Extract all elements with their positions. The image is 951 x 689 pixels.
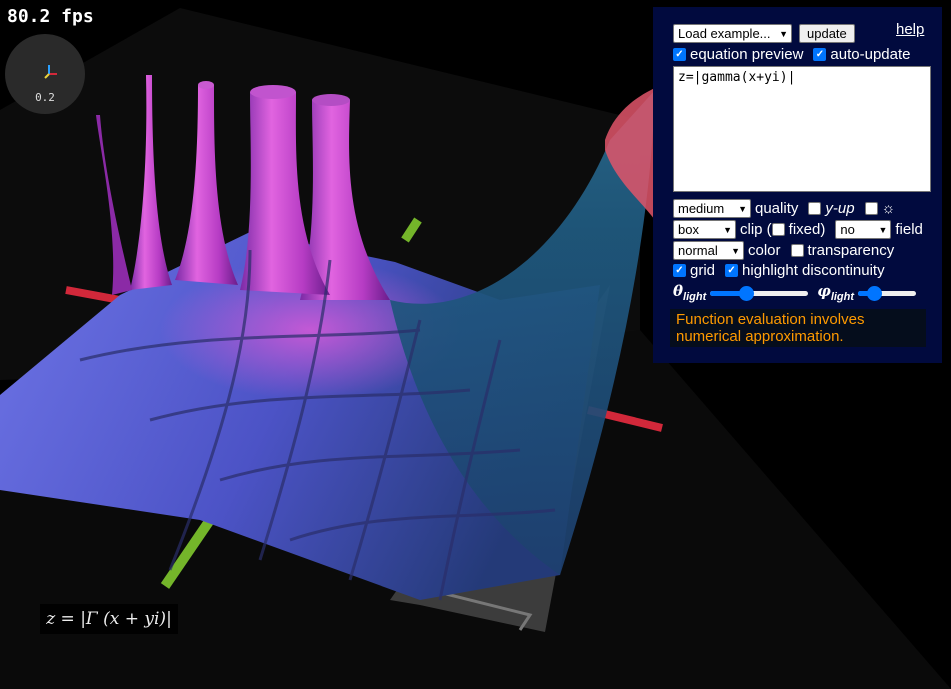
surface-grid (79, 249, 556, 601)
sun-icon: ☼ (881, 200, 896, 217)
pole-5 (96, 115, 132, 295)
pole-3 (175, 85, 238, 285)
transparency-label: transparency (807, 242, 895, 259)
phi-light-label: φlight (817, 282, 855, 303)
y-up-checkbox[interactable] (808, 202, 822, 215)
y-axis-top (401, 217, 422, 243)
auto-update-checkbox[interactable]: ✓ (813, 48, 827, 61)
floor-grid-lines (429, 588, 533, 631)
y-axis-bottom (160, 517, 215, 589)
equation-preview-checkbox[interactable]: ✓ (673, 48, 686, 61)
chevron-down-icon: ▼ (878, 224, 888, 235)
grid-checkbox[interactable]: ✓ (673, 264, 686, 277)
pole-2 (240, 92, 330, 295)
chevron-down-icon: ▼ (738, 203, 747, 214)
zoom-label: 0.2 (35, 91, 55, 104)
orientation-gizmo[interactable]: 0.2 (5, 34, 85, 114)
phi-light-slider[interactable] (858, 285, 917, 301)
example-select[interactable]: Load example... ▼ (673, 24, 792, 43)
theta-light-slider[interactable] (710, 285, 809, 301)
quality-label: quality (755, 200, 799, 217)
color-label: color (748, 242, 781, 259)
transparency-checkbox[interactable] (790, 244, 804, 257)
equation-input[interactable]: z=|gamma(x+yi)| (673, 66, 931, 192)
clip-fixed-label: fixed) (788, 221, 826, 238)
grid-label: grid (690, 262, 716, 279)
clip-fixed-checkbox[interactable] (771, 223, 785, 236)
chevron-down-icon: ▼ (779, 28, 788, 39)
clip-label: clip ( (740, 221, 772, 238)
theta-light-label: θlight (673, 282, 707, 303)
highlight-discontinuity-label: highlight discontinuity (742, 262, 885, 279)
pole-1 (300, 100, 390, 300)
status-message: Function evaluation involves numerical a… (670, 309, 926, 347)
update-button[interactable]: update (799, 24, 855, 43)
clip-select[interactable]: box ▼ (673, 220, 736, 239)
highlight-discontinuity-checkbox[interactable]: ✓ (725, 264, 739, 277)
chevron-down-icon: ▼ (723, 224, 732, 235)
equation-preview-label: equation preview (690, 46, 804, 63)
fps-counter: 80.2 fps (7, 6, 94, 27)
quality-select[interactable]: medium ▼ (673, 199, 751, 218)
auto-update-label: auto-update (830, 46, 911, 63)
field-label: field (895, 221, 923, 238)
light-checkbox[interactable] (864, 202, 878, 215)
field-select[interactable]: no ▼ (835, 220, 892, 239)
control-panel: Load example... ▼ update help ✓ equation … (653, 7, 942, 363)
equation-render: z = |Γ (x + yi)| (40, 604, 178, 634)
surface-wall-top (605, 88, 655, 220)
pole-4 (130, 75, 172, 290)
x-axis-left (65, 286, 121, 304)
y-up-label: y-up (825, 200, 855, 217)
help-link[interactable]: help (896, 21, 925, 38)
color-select[interactable]: normal ▼ (673, 241, 744, 260)
chevron-down-icon: ▼ (731, 245, 740, 256)
